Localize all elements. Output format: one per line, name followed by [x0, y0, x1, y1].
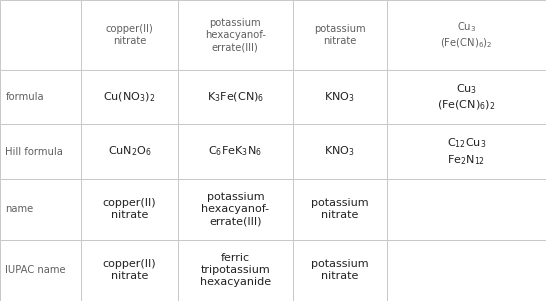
Text: potassium
hexacyanof-
errate(III): potassium hexacyanof- errate(III) [201, 192, 269, 226]
Bar [81, 124, 178, 178]
Bar [0, 0, 81, 70]
Text: potassium
nitrate: potassium nitrate [314, 24, 365, 46]
Bar [178, 0, 293, 70]
Text: Cu(NO$_3$)$_2$: Cu(NO$_3$)$_2$ [103, 91, 156, 104]
Text: formula: formula [5, 92, 44, 102]
Text: KNO$_3$: KNO$_3$ [324, 90, 355, 104]
Bar [0, 240, 81, 301]
Text: ferric
tripotassium
hexacyanide: ferric tripotassium hexacyanide [200, 253, 271, 287]
Text: potassium
nitrate: potassium nitrate [311, 198, 369, 220]
Bar [387, 70, 546, 124]
Text: potassium
hexacyanof-
errate(III): potassium hexacyanof- errate(III) [205, 18, 266, 52]
Bar [387, 178, 546, 240]
Bar [0, 70, 81, 124]
Bar [178, 124, 293, 178]
Text: name: name [5, 204, 34, 214]
Bar [81, 240, 178, 301]
Bar [81, 0, 178, 70]
Bar [81, 70, 178, 124]
Text: copper(II)
nitrate: copper(II) nitrate [103, 259, 156, 281]
Bar [293, 240, 387, 301]
Bar [387, 0, 546, 70]
Text: Cu$_3$
(Fe(CN)$_6$)$_2$: Cu$_3$ (Fe(CN)$_6$)$_2$ [437, 82, 495, 112]
Text: CuN$_2$O$_6$: CuN$_2$O$_6$ [108, 144, 151, 158]
Text: C$_6$FeK$_3$N$_6$: C$_6$FeK$_3$N$_6$ [209, 144, 262, 158]
Bar [293, 178, 387, 240]
Text: K$_3$Fe(CN)$_6$: K$_3$Fe(CN)$_6$ [207, 91, 264, 104]
Bar [0, 178, 81, 240]
Bar [178, 178, 293, 240]
Bar [178, 70, 293, 124]
Bar [81, 178, 178, 240]
Text: Cu$_3$
(Fe(CN)$_6$)$_2$: Cu$_3$ (Fe(CN)$_6$)$_2$ [440, 20, 492, 50]
Text: C$_{12}$Cu$_3$
Fe$_2$N$_{12}$: C$_{12}$Cu$_3$ Fe$_2$N$_{12}$ [447, 136, 486, 166]
Text: copper(II)
nitrate: copper(II) nitrate [105, 24, 153, 46]
Text: potassium
nitrate: potassium nitrate [311, 259, 369, 281]
Text: copper(II)
nitrate: copper(II) nitrate [103, 198, 156, 220]
Bar [387, 124, 546, 178]
Text: KNO$_3$: KNO$_3$ [324, 144, 355, 158]
Bar [387, 240, 546, 301]
Text: Hill formula: Hill formula [5, 147, 63, 157]
Bar [293, 124, 387, 178]
Bar [293, 70, 387, 124]
Text: IUPAC name: IUPAC name [5, 265, 66, 275]
Bar [178, 240, 293, 301]
Bar [293, 0, 387, 70]
Bar [0, 124, 81, 178]
